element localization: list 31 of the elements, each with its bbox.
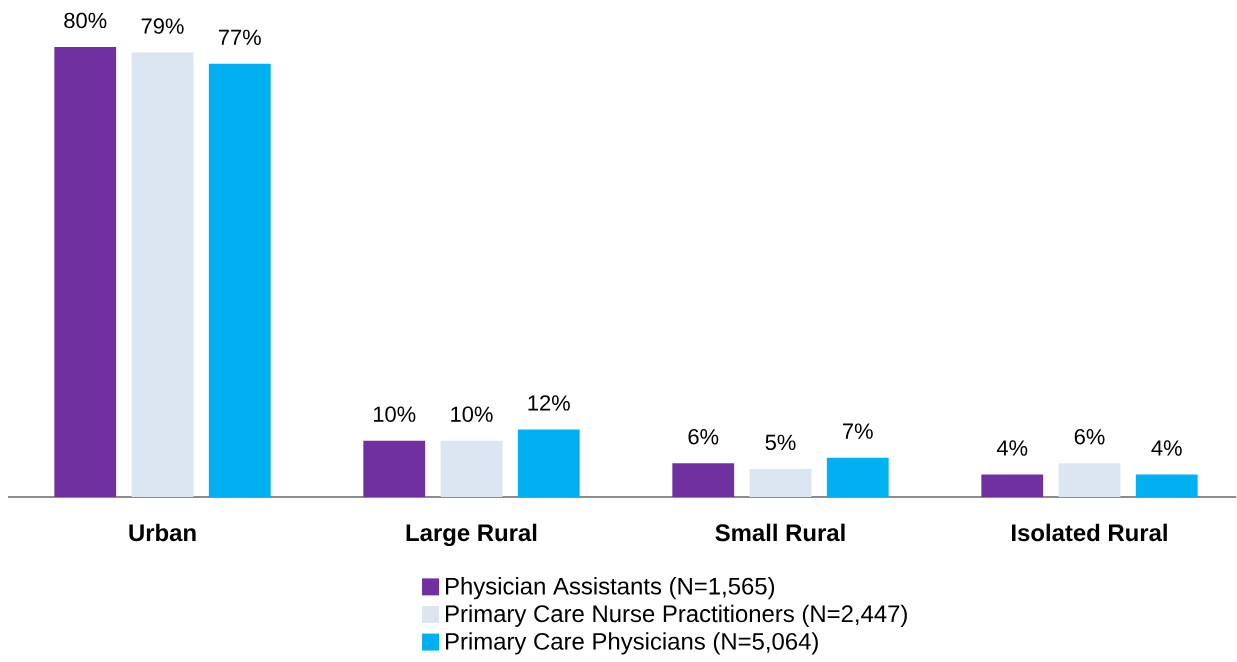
bar [363, 440, 426, 497]
bar [517, 429, 580, 497]
bar [131, 52, 194, 497]
data-label: 6% [688, 428, 719, 445]
data-label: 12% [528, 395, 570, 411]
bar [440, 440, 503, 497]
data-label: 5% [765, 434, 796, 451]
bar [672, 463, 735, 497]
bar [208, 63, 271, 497]
x-tick-label: Small Rural [715, 523, 845, 542]
bar [826, 457, 889, 497]
data-label: 10% [373, 406, 416, 422]
legend-label: Physician Assistants (N=1,565) [446, 577, 775, 600]
bar [54, 47, 117, 497]
x-tick-label: Large Rural [406, 523, 537, 547]
bar [981, 474, 1044, 497]
data-label: 4% [1151, 440, 1182, 456]
data-label: 7% [843, 423, 873, 439]
x-tick-label: Isolated Rural [1012, 523, 1167, 542]
data-label: 80% [64, 12, 107, 29]
bar [749, 468, 812, 497]
data-label: 4% [996, 440, 1028, 456]
data-label: 10% [451, 406, 493, 422]
legend-label: Primary Care Nurse Practitioners (N=2,447) [446, 604, 907, 627]
x-tick-label: Urban [129, 523, 196, 542]
bar [1058, 463, 1121, 497]
legend-label: Primary Care Physicians (N=5,064) [446, 632, 818, 655]
bar [1135, 474, 1198, 497]
data-label: 6% [1074, 428, 1105, 445]
data-label: 79% [141, 18, 184, 34]
data-label: 77% [218, 29, 261, 45]
